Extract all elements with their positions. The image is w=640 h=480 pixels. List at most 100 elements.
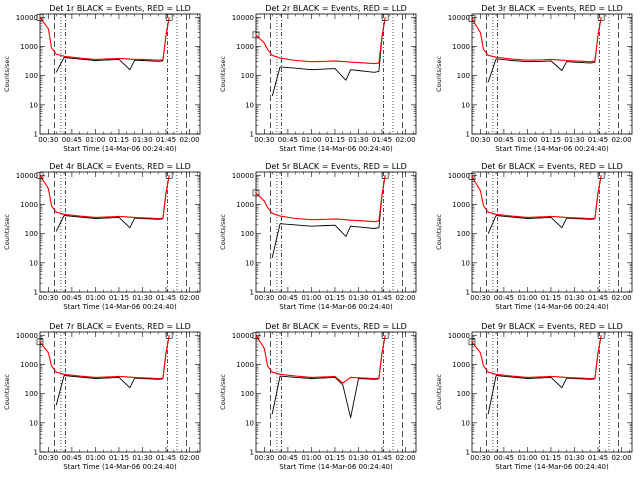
events-series-line bbox=[487, 175, 602, 234]
y-tick-label: 100 bbox=[457, 230, 470, 238]
y-tick-label: 10 bbox=[29, 259, 38, 267]
y-tick-label: 1000 bbox=[236, 201, 254, 209]
y-tick-label: 100 bbox=[241, 230, 254, 238]
endpoint-marker bbox=[597, 14, 605, 21]
x-tick-label: 01:45 bbox=[588, 294, 608, 302]
x-axis-label: Start Time (14-Mar-06 00:24:40) bbox=[495, 463, 609, 471]
x-tick-label: 01:15 bbox=[325, 136, 345, 144]
x-tick-label: 01:45 bbox=[372, 454, 392, 462]
x-tick-label: 01:15 bbox=[541, 294, 561, 302]
x-tick-label: 01:45 bbox=[372, 136, 392, 144]
x-tick-label: 00:45 bbox=[62, 136, 82, 144]
y-tick-label: 1000 bbox=[20, 201, 38, 209]
x-tick-label: 00:45 bbox=[278, 294, 298, 302]
x-tick-label: 01:30 bbox=[132, 454, 152, 462]
x-tick-label: 00:30 bbox=[254, 136, 274, 144]
chart-title: Det 9r BLACK = Events, RED = LLD bbox=[481, 322, 623, 331]
y-tick-label: 10 bbox=[461, 419, 470, 427]
x-tick-label: 01:00 bbox=[301, 136, 321, 144]
plot-frame bbox=[39, 171, 201, 293]
y-tick-label: 100 bbox=[25, 72, 38, 80]
y-tick-label: 10000 bbox=[232, 332, 254, 340]
x-tick-label: 01:30 bbox=[564, 136, 584, 144]
chart-title: Det 6r BLACK = Events, RED = LLD bbox=[481, 162, 623, 171]
y-tick-label: 1 bbox=[466, 449, 470, 457]
x-tick-label: 01:45 bbox=[156, 454, 176, 462]
events-series-line bbox=[55, 335, 170, 406]
y-tick-label: 1000 bbox=[452, 43, 470, 51]
chart-title: Det 3r BLACK = Events, RED = LLD bbox=[481, 4, 623, 13]
x-tick-label: 02:00 bbox=[179, 294, 199, 302]
x-tick-label: 01:45 bbox=[372, 294, 392, 302]
events-series-line bbox=[55, 175, 170, 232]
detector-chart-1: Det 1r BLACK = Events, RED = LLD Counts/s… bbox=[3, 4, 201, 153]
y-tick-label: 1 bbox=[250, 449, 254, 457]
y-tick-label: 100 bbox=[25, 390, 38, 398]
x-tick-label: 00:30 bbox=[38, 136, 58, 144]
y-tick-label: 1 bbox=[250, 289, 254, 297]
endpoint-marker bbox=[36, 14, 44, 21]
endpoint-marker bbox=[381, 172, 389, 179]
detector-chart-3: Det 3r BLACK = Events, RED = LLD Counts/s… bbox=[435, 4, 633, 153]
y-axis-label: Counts/sec bbox=[219, 374, 227, 410]
x-tick-label: 00:45 bbox=[278, 136, 298, 144]
x-tick-label: 00:30 bbox=[254, 454, 274, 462]
chart-title: Det 5r BLACK = Events, RED = LLD bbox=[265, 162, 407, 171]
x-tick-label: 01:45 bbox=[156, 294, 176, 302]
x-axis-label: Start Time (14-Mar-06 00:24:40) bbox=[63, 303, 177, 311]
x-tick-label: 01:45 bbox=[588, 454, 608, 462]
y-tick-label: 10000 bbox=[16, 14, 38, 22]
x-tick-label: 01:30 bbox=[348, 136, 368, 144]
x-axis-label: Start Time (14-Mar-06 00:24:40) bbox=[495, 303, 609, 311]
y-tick-label: 1 bbox=[34, 449, 38, 457]
x-tick-label: 01:45 bbox=[588, 136, 608, 144]
endpoint-marker bbox=[165, 172, 173, 179]
x-tick-label: 00:45 bbox=[494, 454, 514, 462]
y-tick-label: 10 bbox=[461, 101, 470, 109]
plot-frame bbox=[255, 171, 417, 293]
y-axis-label: Counts/sec bbox=[3, 214, 11, 250]
y-tick-label: 10000 bbox=[448, 332, 470, 340]
endpoint-marker bbox=[468, 338, 476, 346]
x-axis-label: Start Time (14-Mar-06 00:24:40) bbox=[279, 463, 393, 471]
detector-chart-2: Det 2r BLACK = Events, RED = LLD Counts/s… bbox=[219, 4, 417, 153]
x-tick-label: 01:15 bbox=[541, 136, 561, 144]
chart-title: Det 7r BLACK = Events, RED = LLD bbox=[49, 322, 191, 331]
y-axis-label: Counts/sec bbox=[435, 56, 443, 92]
y-tick-label: 100 bbox=[25, 230, 38, 238]
x-tick-label: 01:00 bbox=[517, 294, 537, 302]
endpoint-marker bbox=[597, 172, 605, 179]
y-tick-label: 10 bbox=[29, 101, 38, 109]
x-tick-label: 01:15 bbox=[541, 454, 561, 462]
endpoint-marker bbox=[165, 14, 173, 21]
y-axis-label: Counts/sec bbox=[435, 214, 443, 250]
lld-series-line bbox=[255, 335, 386, 384]
y-axis-label: Counts/sec bbox=[219, 56, 227, 92]
lld-series-line bbox=[471, 17, 602, 63]
x-axis-label: Start Time (14-Mar-06 00:24:40) bbox=[279, 303, 393, 311]
detector-chart-7: Det 7r BLACK = Events, RED = LLD Counts/s… bbox=[3, 322, 201, 471]
events-series-line bbox=[271, 17, 386, 97]
x-axis-label: Start Time (14-Mar-06 00:24:40) bbox=[63, 463, 177, 471]
y-tick-label: 1 bbox=[466, 289, 470, 297]
lld-series-line bbox=[39, 335, 170, 380]
y-tick-label: 100 bbox=[457, 72, 470, 80]
y-tick-label: 10000 bbox=[448, 172, 470, 180]
plot-frame bbox=[255, 13, 417, 135]
y-tick-label: 1000 bbox=[20, 361, 38, 369]
x-tick-label: 00:45 bbox=[278, 454, 298, 462]
lld-series-line bbox=[471, 335, 602, 380]
y-tick-label: 1000 bbox=[236, 361, 254, 369]
y-tick-label: 1000 bbox=[236, 43, 254, 51]
x-tick-label: 00:30 bbox=[470, 294, 490, 302]
endpoint-marker bbox=[381, 332, 389, 339]
endpoint-marker bbox=[252, 332, 260, 339]
detector-chart-6: Det 6r BLACK = Events, RED = LLD Counts/s… bbox=[435, 162, 633, 311]
y-tick-label: 1 bbox=[250, 131, 254, 139]
y-tick-label: 10 bbox=[245, 419, 254, 427]
plot-frame bbox=[471, 331, 633, 453]
plot-frame bbox=[39, 13, 201, 135]
y-tick-label: 1 bbox=[34, 289, 38, 297]
plot-frame bbox=[471, 13, 633, 135]
x-tick-label: 01:00 bbox=[301, 454, 321, 462]
